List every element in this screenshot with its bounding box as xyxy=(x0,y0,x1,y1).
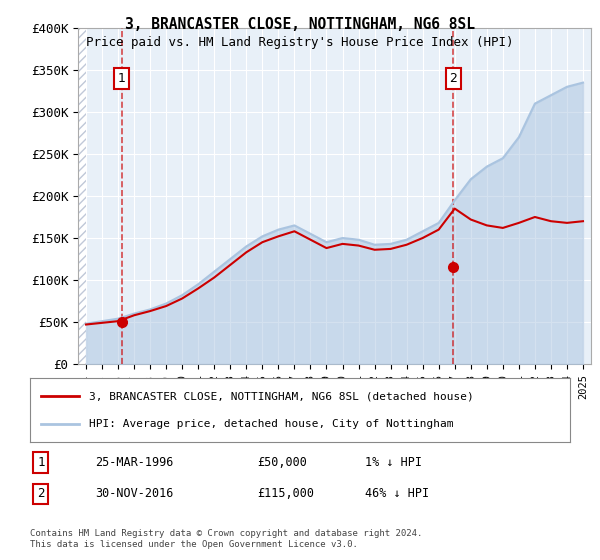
Text: 30-NOV-2016: 30-NOV-2016 xyxy=(95,487,173,500)
Text: Contains HM Land Registry data © Crown copyright and database right 2024.
This d: Contains HM Land Registry data © Crown c… xyxy=(30,529,422,549)
Text: HPI: Average price, detached house, City of Nottingham: HPI: Average price, detached house, City… xyxy=(89,419,454,430)
Text: 2: 2 xyxy=(37,487,44,500)
Text: 25-MAR-1996: 25-MAR-1996 xyxy=(95,456,173,469)
Text: 46% ↓ HPI: 46% ↓ HPI xyxy=(365,487,429,500)
Text: 2: 2 xyxy=(449,72,457,85)
Text: £50,000: £50,000 xyxy=(257,456,307,469)
Bar xyxy=(78,28,86,364)
Text: 1: 1 xyxy=(37,456,44,469)
Text: 3, BRANCASTER CLOSE, NOTTINGHAM, NG6 8SL: 3, BRANCASTER CLOSE, NOTTINGHAM, NG6 8SL xyxy=(125,17,475,32)
Text: 1% ↓ HPI: 1% ↓ HPI xyxy=(365,456,422,469)
Text: 1: 1 xyxy=(118,72,126,85)
Text: 3, BRANCASTER CLOSE, NOTTINGHAM, NG6 8SL (detached house): 3, BRANCASTER CLOSE, NOTTINGHAM, NG6 8SL… xyxy=(89,391,474,401)
Text: Price paid vs. HM Land Registry's House Price Index (HPI): Price paid vs. HM Land Registry's House … xyxy=(86,36,514,49)
Text: £115,000: £115,000 xyxy=(257,487,314,500)
